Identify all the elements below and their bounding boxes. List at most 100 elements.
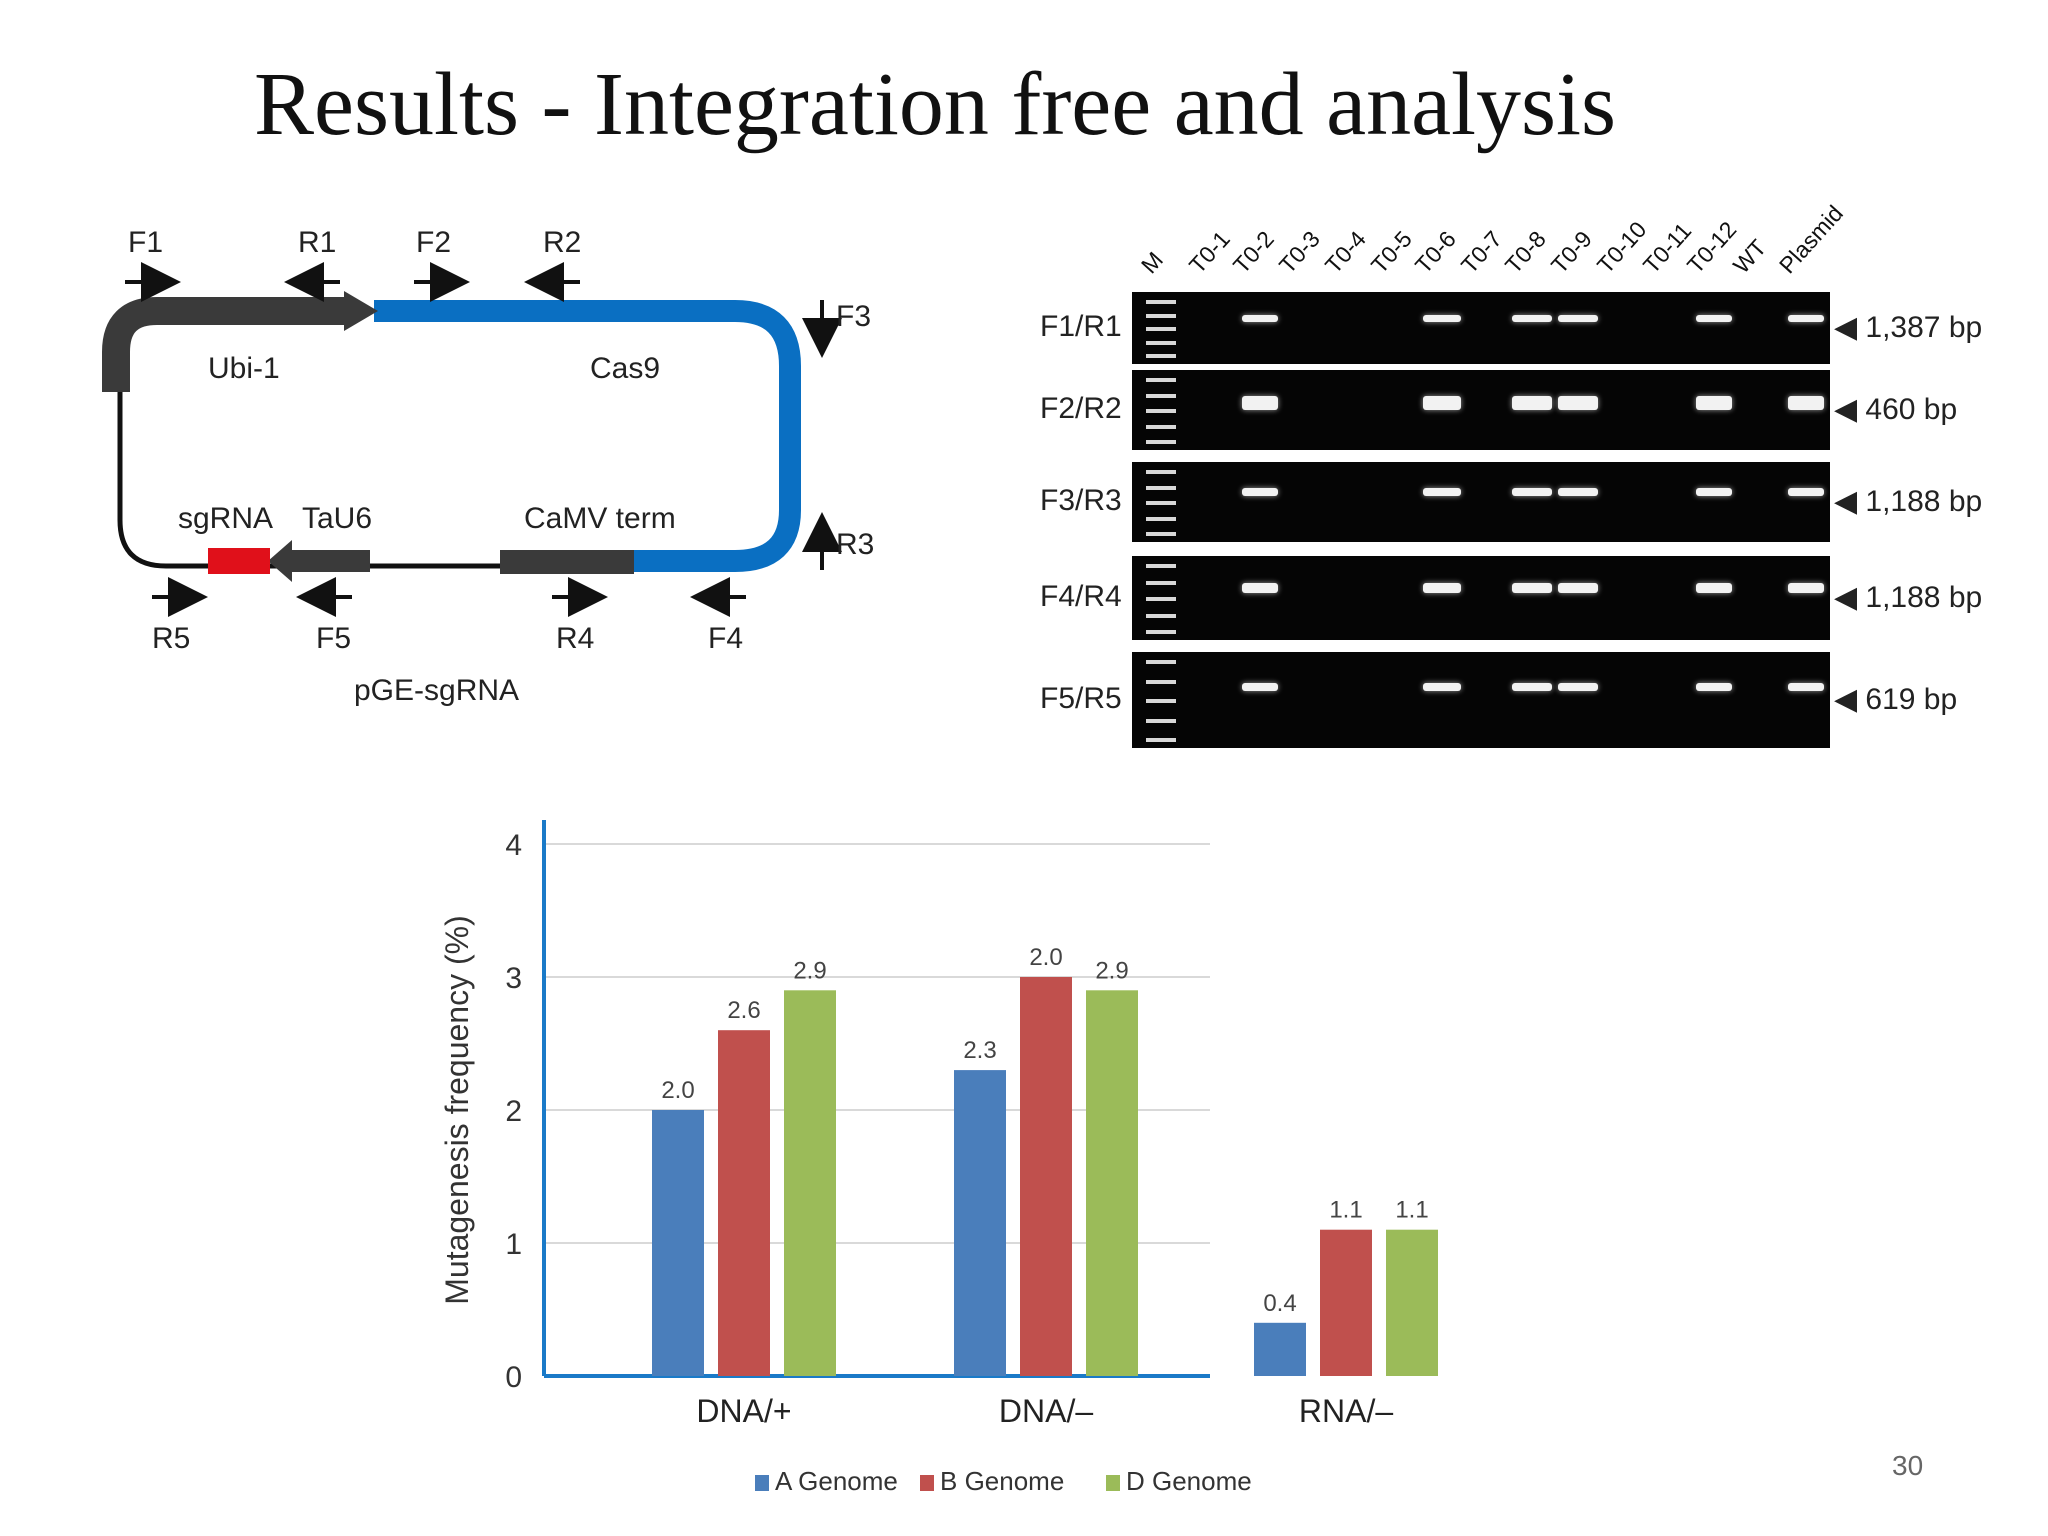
- primer-label-f1: F1: [128, 226, 164, 259]
- gel-band: [1696, 315, 1732, 323]
- gel-lane-label: T0-8: [1499, 225, 1551, 279]
- sgrna-block: [208, 548, 270, 574]
- gel-band: [1242, 487, 1278, 496]
- gel-lane-label: T0-6: [1409, 225, 1461, 279]
- legend-item: A Genome: [755, 1466, 898, 1497]
- backbone-line: [117, 392, 505, 569]
- gel-row: [1132, 652, 1830, 748]
- sgrna-label: sgRNA: [178, 502, 274, 535]
- slide-title: Results - Integration free and analysis: [254, 55, 1617, 154]
- bar-a-genome: [954, 1070, 1006, 1376]
- cas9-label: Cas9: [590, 352, 661, 385]
- gel-band: [1558, 315, 1598, 323]
- gel-ladder-band: [1146, 580, 1176, 585]
- y-tick-label: 3: [505, 962, 522, 995]
- gel-band-size-label: ◀ 460 bp: [1834, 393, 1958, 426]
- gel-band: [1423, 315, 1461, 323]
- gel-lane-label: T0-11: [1637, 217, 1697, 279]
- bar-data-label: 2.6: [727, 997, 760, 1024]
- gel-ladder-band: [1146, 393, 1176, 398]
- bar-data-label: 2.0: [661, 1077, 694, 1104]
- cas9-segment: [374, 300, 801, 572]
- gel-band-size-label: ◀ 1,188 bp: [1834, 485, 1983, 518]
- gel-primer-pair-label: F4/R4: [1040, 580, 1122, 613]
- gel-lane-label: T0-12: [1681, 216, 1742, 279]
- gel-row: [1132, 292, 1830, 364]
- gel-band: [1242, 582, 1278, 593]
- camv-term-label: CaMV term: [524, 502, 676, 535]
- bar-d-genome: [784, 990, 836, 1376]
- gel-lane-label: T0-1: [1183, 225, 1235, 279]
- gel-band: [1242, 682, 1278, 691]
- gel-lane-label: Plasmid: [1773, 200, 1849, 279]
- chart-svg: 0 1 2 3 4 Mutagenesis frequency (%) 2.0 2.6 2.9 D…: [439, 820, 1438, 1429]
- gel-band: [1558, 682, 1598, 691]
- gel-band: [1788, 582, 1824, 593]
- gel-lane-label: T0-3: [1273, 225, 1325, 279]
- gel-ladder-band: [1146, 354, 1176, 358]
- gel-lane-label: T0-2: [1227, 225, 1279, 279]
- bar-data-label: 2.9: [793, 957, 826, 984]
- construct-svg: [102, 262, 842, 617]
- bar-d-genome: [1086, 990, 1138, 1376]
- gel-band: [1512, 315, 1552, 323]
- x-category-label: DNA/+: [696, 1393, 791, 1429]
- legend-item: B Genome: [920, 1466, 1064, 1497]
- gel-ladder-band: [1146, 630, 1176, 634]
- gel-ladder-band: [1146, 313, 1176, 318]
- ubi1-label: Ubi-1: [208, 352, 280, 385]
- gel-ladder-band: [1146, 679, 1176, 684]
- gel-band: [1512, 487, 1552, 496]
- gel-band: [1558, 487, 1598, 496]
- gel-band-size-label: ◀ 1,188 bp: [1834, 581, 1983, 614]
- primer-label-f2: F2: [416, 226, 452, 259]
- camv-term-block: [500, 550, 634, 574]
- gel-ladder-band: [1146, 327, 1176, 331]
- gel-band-size-label: ◀ 619 bp: [1834, 683, 1958, 716]
- gel-band: [1242, 315, 1278, 323]
- bar-data-label: 0.4: [1263, 1290, 1296, 1317]
- legend-label: A Genome: [775, 1466, 898, 1496]
- gel-band: [1558, 395, 1598, 410]
- gel-band: [1696, 487, 1732, 496]
- primer-label-r5: R5: [152, 622, 191, 655]
- gel-band: [1242, 395, 1278, 410]
- gel-ladder-band: [1146, 485, 1176, 490]
- gel-band: [1788, 682, 1824, 691]
- gel-ladder-band: [1146, 738, 1176, 742]
- tau6-block: [290, 550, 370, 572]
- gel-row: [1132, 462, 1830, 542]
- gel-band: [1423, 582, 1461, 593]
- gel-ladder-band: [1146, 613, 1176, 618]
- legend-swatch: [1106, 1475, 1120, 1491]
- gel-primer-pair-label: F3/R3: [1040, 484, 1122, 517]
- gel-lane-label: T0-7: [1455, 225, 1507, 279]
- ubi1-promoter: [102, 297, 346, 392]
- tau6-arrowhead: [268, 540, 292, 582]
- primer-label-r3: R3: [836, 528, 875, 561]
- gel-band: [1423, 682, 1461, 691]
- gel-band: [1696, 682, 1732, 691]
- legend-swatch: [920, 1475, 934, 1491]
- gel-band: [1512, 682, 1552, 691]
- gel-band: [1696, 395, 1732, 410]
- gel-band-size-label: ◀ 1,387 bp: [1834, 311, 1983, 344]
- bar-data-label: 1.1: [1329, 1197, 1362, 1224]
- gel-band: [1788, 315, 1824, 323]
- legend-label: B Genome: [940, 1466, 1065, 1496]
- gel-band: [1788, 487, 1824, 496]
- gel-ladder-band: [1146, 516, 1176, 521]
- bar-b-genome: [718, 1030, 770, 1376]
- tau6-label: TaU6: [302, 502, 373, 535]
- primer-label-r4: R4: [556, 622, 595, 655]
- gel-ladder-band: [1146, 718, 1176, 723]
- gel-ladder-band: [1146, 340, 1176, 345]
- y-tick-label: 4: [505, 829, 522, 862]
- gel-ladder-band: [1146, 470, 1176, 474]
- legend-label: D Genome: [1126, 1466, 1252, 1496]
- bar-b-genome: [1020, 977, 1072, 1376]
- gel-band: [1423, 395, 1461, 410]
- gel-row: [1132, 370, 1830, 450]
- gel-lane-label: T0-4: [1319, 225, 1371, 279]
- gel-lane-label: T0-10: [1591, 216, 1652, 279]
